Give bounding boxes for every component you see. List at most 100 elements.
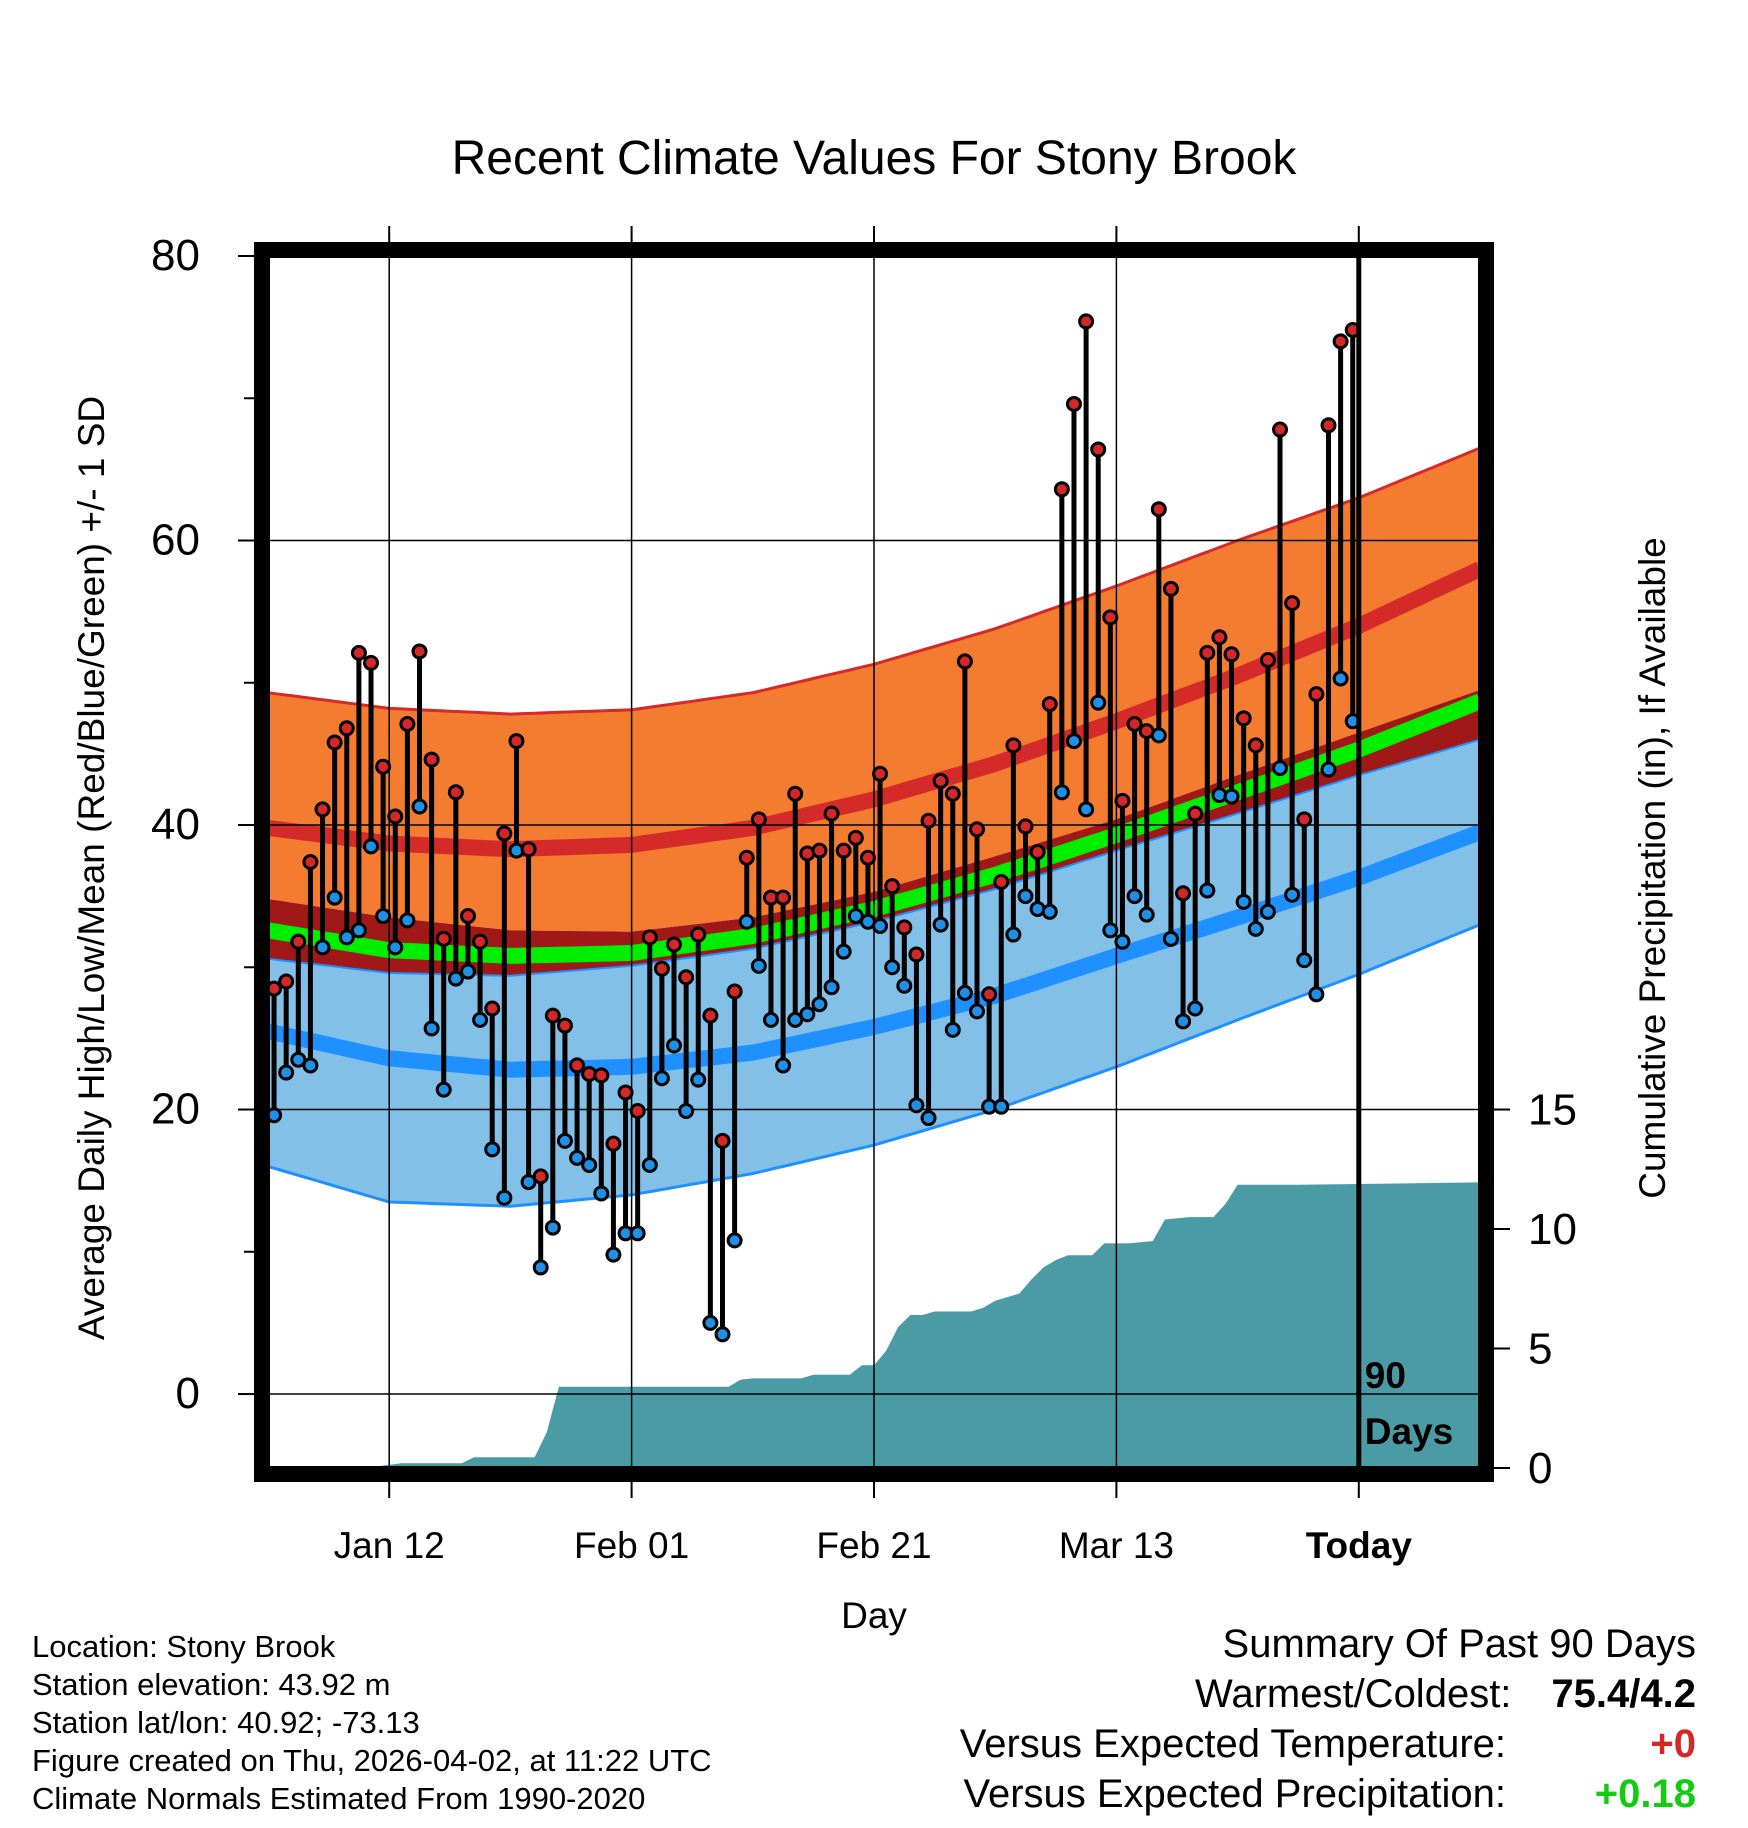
daily-low-point [1162,930,1179,947]
daily-high-point [1078,313,1095,330]
daily-low-point [314,939,331,956]
x-tick-label: Mar 13 [1059,1525,1174,1566]
daily-high-point [1150,501,1167,518]
daily-high-point [411,643,428,660]
daily-low-point [605,1246,622,1263]
daily-high-point [326,734,343,751]
daily-high-point [605,1135,622,1152]
daily-high-point [1175,885,1192,902]
daily-low-point [799,1006,816,1023]
daily-high-point [1308,686,1325,703]
daily-high-point [775,889,792,906]
daily-low-point [1150,727,1167,744]
daily-high-point [508,733,525,750]
daily-high-point [1199,644,1216,661]
daily-high-point [387,808,404,825]
daily-low-point [872,918,889,935]
daily-high-point [484,1000,501,1017]
daily-low-point [1078,801,1095,818]
daily-high-point [884,878,901,895]
daily-low-point [993,1098,1010,1115]
daily-low-point [1296,952,1313,969]
daily-high-point [447,784,464,801]
daily-high-point [1247,737,1264,754]
daily-low-point [1235,893,1252,910]
daily-low-point [1320,761,1337,778]
daily-low-point [823,979,840,996]
daily-high-point [896,919,913,936]
daily-low-point [666,1037,683,1054]
daily-low-point [932,916,949,933]
plot-area [268,256,1480,1468]
daily-low-point [690,1071,707,1088]
daily-high-point [338,720,355,737]
daily-high-point [472,933,489,950]
daily-high-point [278,973,295,990]
summary-warmest-row: Warmest/Coldest: 75.4/4.2 [1195,1672,1696,1717]
daily-low-point [375,908,392,925]
daily-low-point [920,1110,937,1127]
daily-high-point [653,960,670,977]
summary-title: Summary Of Past 90 Days [1222,1622,1696,1666]
footer-created: Figure created on Thu, 2026-04-02, at 11… [32,1743,712,1778]
daily-high-point [1005,737,1022,754]
daily-high-point [690,926,707,943]
daily-low-point [1017,888,1034,905]
daily-high-point [835,842,852,859]
summary-warmest-label: Warmest/Coldest: [1195,1672,1512,1716]
daily-high-point [944,785,961,802]
daily-high-point [750,811,767,828]
daily-low-point [1284,886,1301,903]
daily-high-point [1296,811,1313,828]
daily-high-point [629,1102,646,1119]
daily-high-point [787,785,804,802]
y2-tick-label: 10 [1528,1205,1577,1254]
daily-low-point [484,1141,501,1158]
daily-high-point [496,825,513,842]
daily-high-point [1114,792,1131,809]
daily-low-point [726,1232,743,1249]
daily-high-point [290,933,307,950]
daily-high-point [956,653,973,670]
daily-low-point [302,1057,319,1074]
daily-high-point [544,1007,561,1024]
daily-low-point [411,798,428,815]
daily-low-point [1187,1000,1204,1017]
daily-high-point [872,765,889,782]
footer-location: Location: Stony Brook [32,1629,336,1664]
daily-high-point [1284,595,1301,612]
daily-high-point [823,805,840,822]
daily-high-point [459,908,476,925]
daily-high-point [1235,710,1252,727]
daily-high-point [1187,805,1204,822]
daily-low-point [1041,903,1058,920]
summary-temp-value: +0 [1650,1722,1696,1766]
daily-low-point [1308,986,1325,1003]
daily-low-point [811,996,828,1013]
precipitation-area [268,1182,1480,1468]
summary-precip-value: +0.18 [1594,1772,1696,1816]
daily-low-point [1114,933,1131,950]
daily-high-point [1041,696,1058,713]
daily-high-point [811,842,828,859]
daily-high-point [702,1007,719,1024]
daily-high-point [520,841,537,858]
footer-elevation: Station elevation: 43.92 m [32,1667,391,1702]
daily-low-point [423,1020,440,1037]
chart-title: Recent Climate Values For Stony Brook [452,132,1298,185]
daily-high-point [969,821,986,838]
daily-high-point [847,829,864,846]
y-tick-label: 80 [151,231,200,280]
y2-tick-label: 0 [1528,1444,1552,1493]
daily-low-point [496,1189,513,1206]
daily-low-point [1102,922,1119,939]
today-days-word: Days [1365,1411,1453,1452]
daily-low-point [278,1064,295,1081]
daily-low-point [1259,903,1276,920]
footer-info: Location: Stony Brook Station elevation:… [32,1628,712,1818]
daily-low-point [363,838,380,855]
daily-low-point [387,939,404,956]
daily-low-point [447,970,464,987]
x-tick-label: Jan 12 [334,1525,445,1566]
